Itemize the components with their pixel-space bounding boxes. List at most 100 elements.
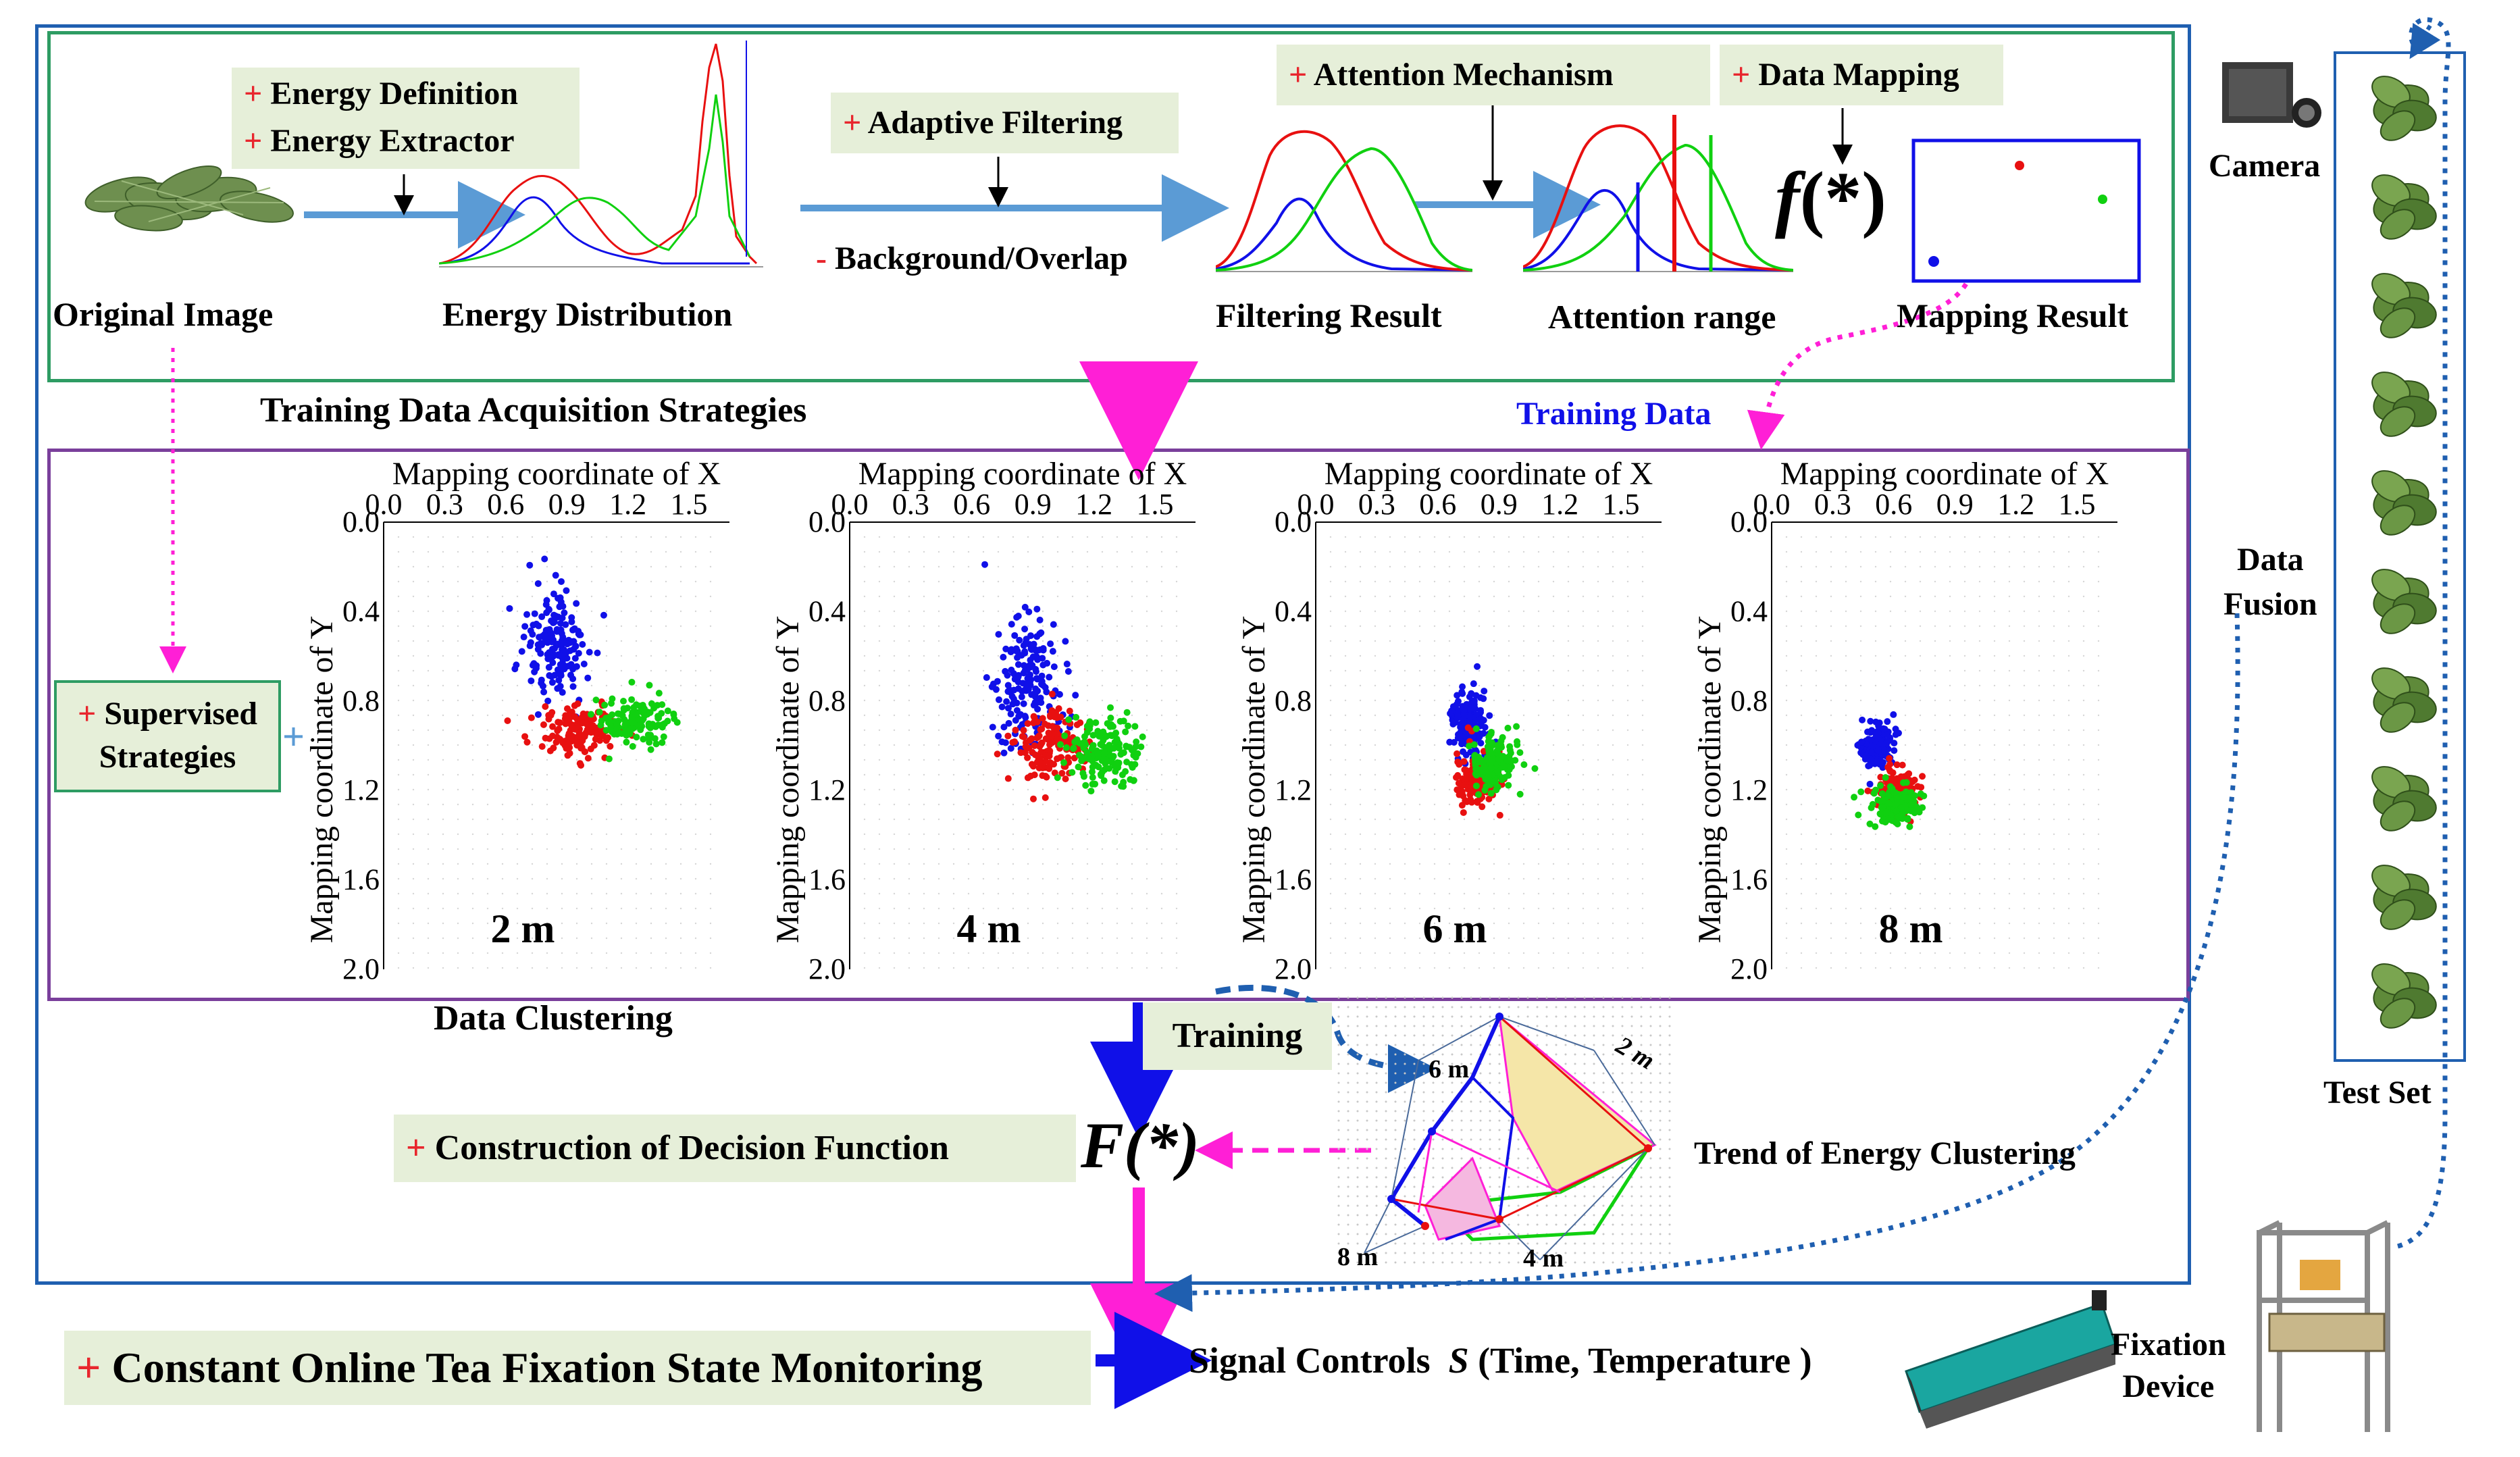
fixation-line1: Fixation [2111, 1327, 2226, 1362]
scatter-point [1033, 653, 1040, 661]
scatter-point [1481, 688, 1488, 695]
scatter-point [1045, 752, 1052, 759]
scatter-point [1875, 722, 1882, 730]
scatter-point [1456, 733, 1464, 740]
x-tick-label: 0.0 [365, 488, 403, 521]
energy-distribution-plot [439, 41, 763, 267]
scatter-point [1453, 700, 1460, 708]
scatter-point [1089, 743, 1096, 750]
scatter-point [1859, 716, 1866, 723]
scatter-point [557, 594, 564, 601]
scatter-point [1046, 711, 1054, 719]
scatter-point [588, 729, 595, 736]
scatter-point [1021, 625, 1029, 633]
scatter-point [570, 638, 577, 645]
x-tick-label: 0.3 [1814, 488, 1851, 521]
scatter-point [1120, 783, 1127, 790]
scatter-point [555, 677, 563, 684]
trend-label-4m: 4 m [1523, 1244, 1564, 1267]
x-tick-label: 1.5 [2059, 488, 2096, 521]
scatter-point [1029, 661, 1036, 669]
scatter-point [1062, 744, 1070, 751]
x-tick-label: 1.2 [1997, 488, 2034, 521]
scatter-point [567, 671, 575, 679]
scatter-point [550, 619, 557, 627]
adaptive-filtering-label: Adaptive Filtering [867, 105, 1123, 140]
scatter-point [1066, 707, 1073, 715]
test-leaf-image [2371, 569, 2437, 634]
scatter-point [1889, 769, 1897, 777]
y-tick-label: 0.8 [1275, 684, 1312, 717]
scatter-point [1056, 691, 1064, 698]
scatter-point [1004, 688, 1012, 695]
test-leaf-image [2371, 470, 2437, 536]
y-tick-label: 0.4 [1275, 594, 1312, 628]
svg-text:+: + [282, 715, 305, 759]
scatter-point [554, 727, 561, 734]
scatter-point [606, 718, 613, 725]
scatter-point [994, 750, 1001, 758]
x-tick-label: 1.5 [1603, 488, 1640, 521]
scatter-point [1014, 673, 1022, 681]
scatter-point [1034, 646, 1042, 654]
x-tick-label: 0.6 [953, 488, 990, 521]
scatter-point [1496, 811, 1503, 819]
scatter-point [1520, 761, 1528, 768]
scatter-point [551, 671, 559, 679]
scatter-point [1054, 724, 1061, 732]
y-tick-label: 0.0 [1275, 505, 1312, 538]
scatter-point [559, 614, 566, 621]
test-set-images [2371, 76, 2437, 1029]
scatter-point [1000, 723, 1008, 731]
scatter-point [645, 720, 652, 727]
scatter-point [1022, 739, 1029, 746]
x-tick-label: 0.9 [548, 488, 586, 521]
scatter-point [528, 714, 535, 721]
x-axis-title: Mapping coordinate of X [1780, 456, 2109, 492]
scatter-point [1069, 769, 1076, 776]
scatter-point [1033, 605, 1041, 613]
scatter-point [1907, 807, 1915, 815]
scatter-point [989, 723, 996, 731]
scatter-point [640, 736, 647, 743]
scatter-point [1039, 715, 1046, 722]
plot-grid [1770, 521, 2100, 969]
scatter-point [586, 648, 593, 656]
scatter-point [1878, 740, 1885, 748]
scatter-point [659, 701, 666, 709]
scatter-point [584, 755, 592, 762]
scatter-point [608, 700, 615, 707]
scatter-point [1117, 750, 1125, 758]
mapping-function-label: f(*) [1775, 155, 1886, 241]
scatter-point [628, 714, 636, 721]
scatter-point [541, 555, 548, 563]
plus-icon: + [244, 76, 263, 111]
scatter-point [596, 709, 603, 716]
scatter-point [600, 611, 607, 619]
scatter-point [628, 696, 636, 703]
scatter-point [1077, 719, 1084, 726]
scatter-point [1118, 771, 1126, 779]
fixation-drum-image [1905, 1290, 2117, 1429]
attention-mechanism-label: Attention Mechanism [1313, 57, 1614, 93]
scatter-plot-3: Mapping coordinate of X0.0 0.3 0.6 0.9 1.2 1.… [1236, 456, 1662, 986]
scatter-point [1092, 719, 1100, 726]
x-tick-label: 0.0 [1297, 488, 1335, 521]
scatter-point [1031, 693, 1039, 700]
y-tick-label: 1.2 [808, 773, 846, 807]
scatter-point [580, 661, 588, 668]
scatter-point [1126, 744, 1133, 751]
scatter-point [647, 746, 654, 753]
scatter-point [1100, 755, 1108, 762]
scatter-point [1082, 782, 1089, 789]
scatter-point [1462, 767, 1470, 774]
scatter-point [529, 631, 536, 638]
scatter-point [1078, 757, 1085, 765]
scatter-point [1919, 773, 1926, 780]
scatter-point [571, 655, 579, 662]
scatter-point [590, 742, 598, 749]
scatter-point [568, 614, 575, 621]
scatter-point [1476, 733, 1483, 740]
scatter-point [1885, 800, 1893, 807]
monitoring-box: + Constant Online Tea Fixation State Mon… [64, 1331, 1091, 1405]
